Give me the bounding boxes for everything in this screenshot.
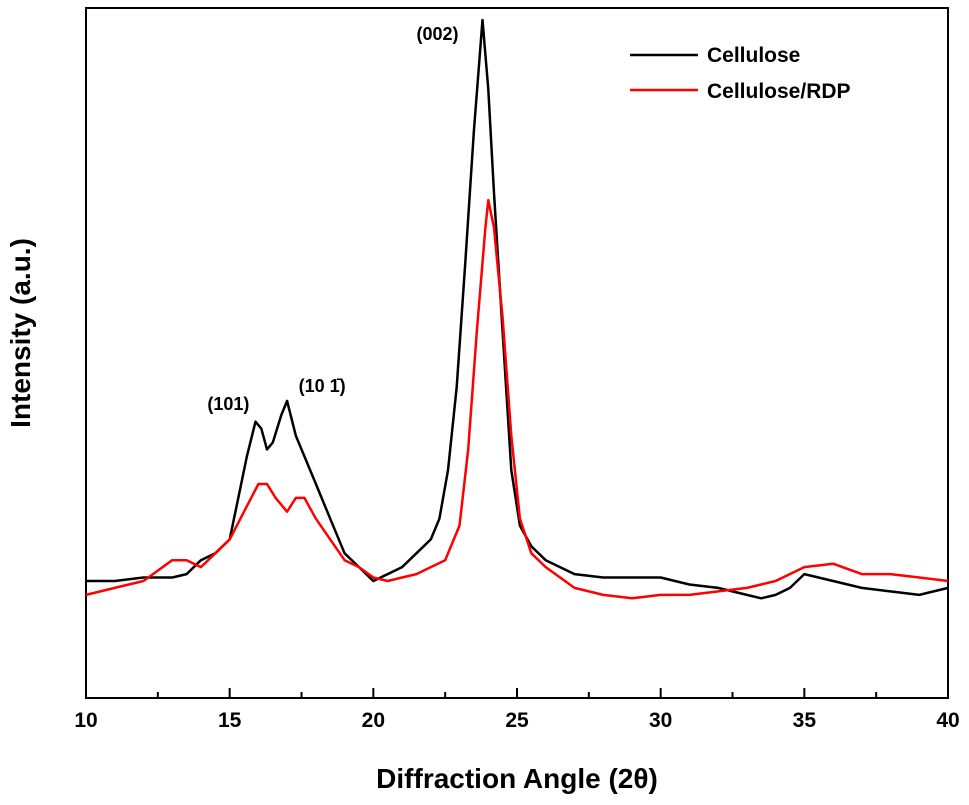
legend-label-cellulose: Cellulose: [707, 44, 800, 67]
legend-label-cellulose-rdp: Cellulose/RDP: [707, 80, 851, 103]
series-line-cellulose-rdp: [85, 198, 949, 600]
legend: Cellulose Cellulose/RDP: [630, 44, 851, 103]
series-layer: [85, 18, 949, 600]
x-axis-ticks: 10 15 20 25 30 35 40: [74, 688, 960, 732]
series-line-cellulose: [86, 18, 949, 600]
y-axis-title: Intensity (a.u.): [5, 238, 36, 428]
x-tick-label: 20: [362, 709, 385, 732]
x-tick-label: 35: [793, 709, 817, 732]
peak-label-10-1bar: (10 1̄): [299, 376, 346, 396]
x-axis-title: Diffraction Angle (2θ): [376, 763, 658, 794]
x-tick-label: 30: [649, 709, 672, 732]
x-tick-label: 40: [936, 709, 959, 732]
x-tick-label: 10: [74, 709, 97, 732]
x-tick-label: 15: [218, 709, 242, 732]
peak-label-101: (101): [207, 394, 249, 414]
x-tick-label: 25: [505, 709, 529, 732]
peak-label-002: (002): [417, 24, 459, 44]
plot-frame: [85, 7, 949, 699]
